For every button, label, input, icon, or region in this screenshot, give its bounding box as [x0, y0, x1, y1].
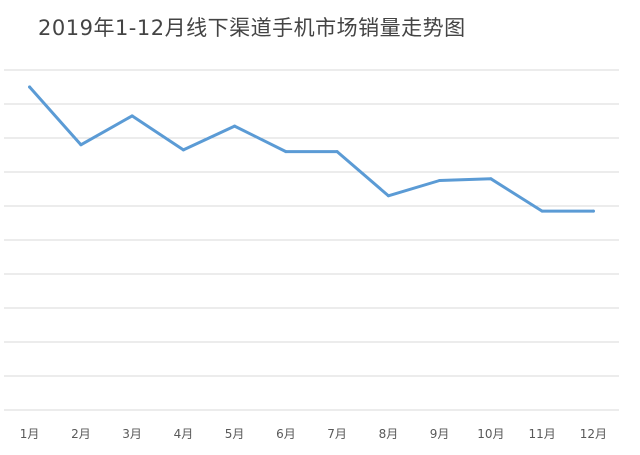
data-point-7: [335, 150, 339, 154]
data-point-5: [233, 124, 237, 128]
chart-title: 2019年1-12月线下渠道手机市场销量走势图: [38, 16, 466, 40]
data-point-12: [591, 209, 595, 213]
data-point-3: [130, 114, 134, 118]
data-point-9: [438, 179, 442, 182]
x-tick-label-7: 7月: [327, 427, 347, 441]
series-line-0: [28, 85, 595, 213]
data-point-6: [284, 150, 288, 154]
x-tick-label-11: 11月: [528, 427, 555, 441]
x-tick-label-3: 3月: [122, 427, 142, 441]
x-tick-label-2: 2月: [71, 427, 91, 441]
data-point-11: [540, 209, 544, 213]
x-tick-label-4: 4月: [174, 427, 194, 441]
x-tick-label-10: 10月: [477, 427, 504, 441]
x-tick-label-1: 1月: [20, 427, 40, 441]
data-point-2: [79, 143, 83, 147]
x-tick-label-5: 5月: [225, 427, 245, 441]
data-point-8: [386, 194, 390, 198]
data-point-4: [181, 148, 185, 152]
x-tick-label-12: 12月: [580, 427, 607, 441]
x-tick-label-9: 9月: [430, 427, 450, 441]
x-tick-label-6: 6月: [276, 427, 296, 441]
x-tick-label-8: 8月: [379, 427, 399, 441]
data-point-10: [489, 177, 493, 181]
data-point-1: [28, 85, 32, 89]
